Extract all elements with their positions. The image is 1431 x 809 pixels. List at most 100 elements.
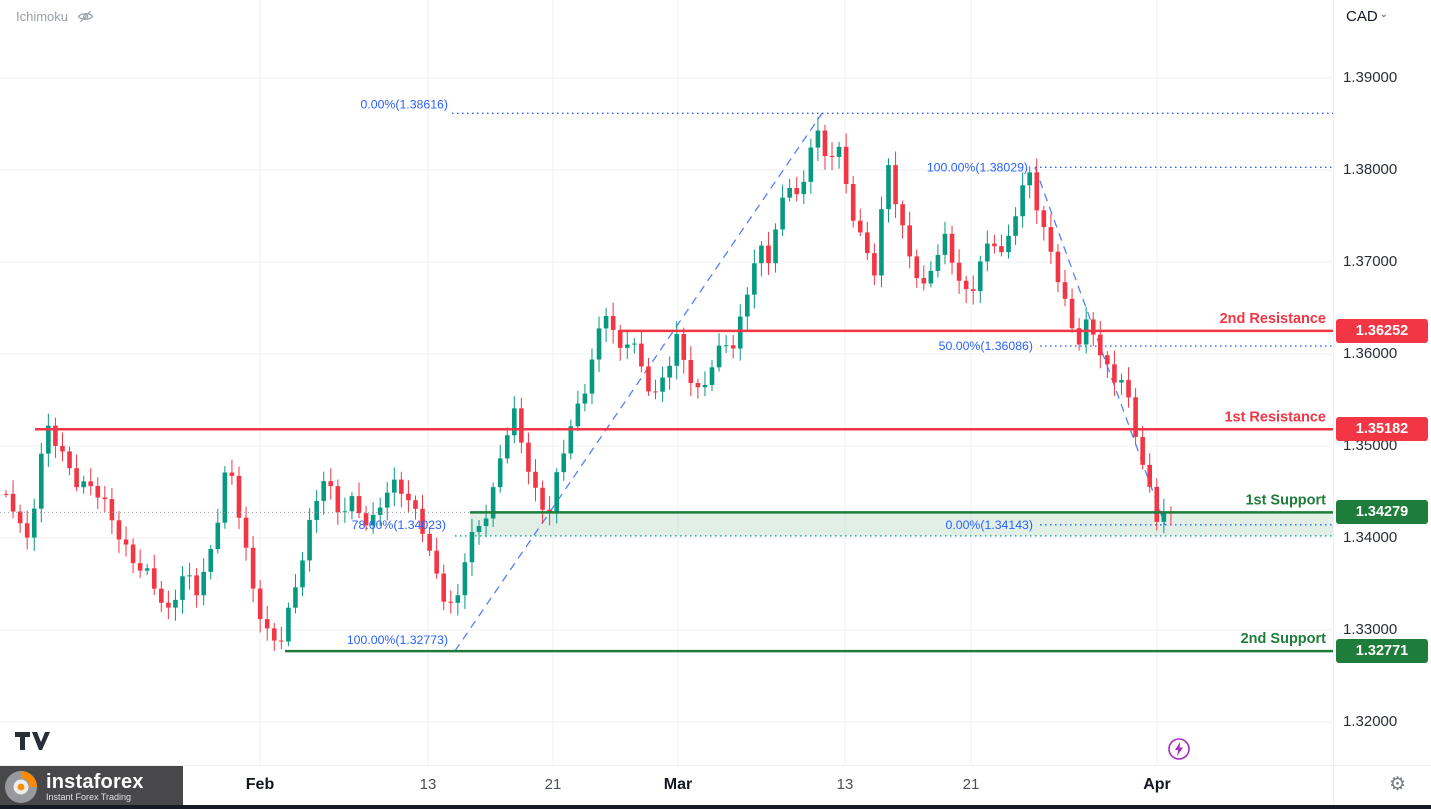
candle	[151, 568, 157, 589]
candle	[921, 278, 927, 284]
time-label[interactable]: Apr	[1143, 776, 1171, 793]
candle	[1062, 282, 1068, 299]
candle	[497, 458, 503, 488]
candle	[123, 539, 129, 545]
candle	[914, 256, 920, 279]
candle	[1027, 172, 1032, 186]
candle	[547, 509, 552, 513]
candle	[377, 507, 383, 515]
price-tick[interactable]: 1.34000	[1343, 529, 1398, 546]
fib-label[interactable]: 0.00%(1.38616)	[360, 97, 448, 111]
candle	[857, 220, 863, 233]
price-badge-1st-support: 1.34279	[1336, 500, 1428, 525]
price-badge-2nd-support: 1.32771	[1336, 639, 1428, 664]
indicator-name[interactable]: Ichimoku	[16, 9, 69, 24]
candle	[632, 343, 637, 345]
candle	[17, 511, 23, 524]
price-tick[interactable]: 1.37000	[1343, 253, 1398, 270]
candle	[490, 487, 496, 519]
candle	[257, 588, 263, 620]
candle	[406, 493, 411, 501]
candle	[709, 367, 715, 385]
candle	[822, 130, 828, 157]
time-label[interactable]: Mar	[663, 776, 693, 793]
candle	[420, 508, 425, 534]
fib-label[interactable]: 78.60%(1.34023)	[352, 518, 446, 532]
chart-canvas[interactable]: 2nd Resistance 1st Resistance 1st Support 2…	[0, 0, 1333, 765]
symbol-selector[interactable]: CAD ⌄	[1346, 8, 1388, 25]
support-zone[interactable]	[470, 512, 1333, 536]
price-tick[interactable]: 1.33000	[1343, 621, 1398, 638]
candle	[949, 233, 955, 263]
time-label[interactable]: Feb	[245, 776, 275, 793]
indicator-legend[interactable]: Ichimoku	[16, 9, 94, 24]
candle	[653, 391, 658, 393]
candle	[575, 403, 581, 427]
candle	[67, 451, 72, 469]
candle	[610, 316, 616, 330]
candle	[688, 359, 694, 384]
candle	[1090, 319, 1096, 335]
time-label[interactable]: 21	[544, 776, 562, 793]
candle	[999, 246, 1004, 253]
price-tick[interactable]: 1.39000	[1343, 69, 1398, 86]
candle	[208, 549, 214, 572]
candle	[540, 487, 545, 510]
fib-label[interactable]: 100.00%(1.38029)	[927, 160, 1028, 174]
candle	[392, 479, 397, 493]
candle	[1006, 235, 1011, 253]
fib-label[interactable]: 50.00%(1.36086)	[939, 339, 1033, 353]
price-badge-2nd-resistance: 1.36252	[1336, 318, 1428, 343]
candle	[349, 496, 355, 512]
level-label-1st-support[interactable]: 1st Support	[1245, 492, 1326, 508]
eye-off-icon[interactable]	[77, 9, 94, 24]
time-label[interactable]: 13	[419, 776, 437, 793]
candle	[314, 500, 319, 520]
level-label-1st-resistance[interactable]: 1st Resistance	[1224, 409, 1326, 425]
candle	[116, 520, 122, 540]
candle	[843, 146, 849, 184]
lightning-icon[interactable]	[1167, 737, 1191, 761]
price-tick[interactable]: 1.32000	[1343, 713, 1398, 730]
candle	[109, 499, 115, 521]
time-label[interactable]: 13	[836, 776, 854, 793]
candle	[462, 562, 468, 596]
price-axis[interactable]: CAD ⌄ 1.39000 1.38000 1.37000 1.36000 1.3500…	[1333, 0, 1431, 765]
candle	[102, 497, 108, 500]
candle	[766, 245, 771, 264]
price-tick[interactable]: 1.38000	[1343, 161, 1398, 178]
fib-label[interactable]: 0.00%(1.34143)	[945, 518, 1033, 532]
fib-trend-line[interactable]	[454, 112, 823, 652]
candle	[829, 156, 835, 158]
level-label-2nd-resistance[interactable]: 2nd Resistance	[1220, 311, 1326, 327]
fib-trend-line[interactable]	[1034, 167, 1166, 526]
candle	[31, 508, 37, 538]
price-chart[interactable]: 2nd Resistance 1st Resistance 1st Support 2…	[0, 0, 1333, 765]
candle	[187, 575, 192, 577]
candle	[617, 329, 623, 348]
candle	[963, 280, 969, 290]
instaforex-name: instaforex	[46, 771, 144, 793]
candle	[674, 334, 679, 366]
gear-icon[interactable]: ⚙	[1388, 774, 1406, 795]
candle	[716, 345, 722, 368]
candle	[935, 254, 941, 271]
candle	[300, 560, 305, 588]
candle	[561, 453, 567, 473]
price-tick[interactable]: 1.35000	[1343, 437, 1398, 454]
level-label-2nd-support[interactable]: 2nd Support	[1241, 631, 1327, 647]
candle	[660, 377, 665, 392]
candle	[370, 514, 376, 526]
fib-label[interactable]: 100.00%(1.32773)	[347, 633, 448, 647]
candle	[81, 481, 86, 488]
candle	[787, 188, 792, 198]
price-tick[interactable]: 1.36000	[1343, 345, 1398, 362]
time-label[interactable]: 21	[962, 776, 980, 793]
candle	[1034, 172, 1040, 211]
candle	[384, 492, 390, 508]
time-axis[interactable]: Feb 13 21 Mar 13 21 Apr	[0, 765, 1333, 806]
tradingview-logo[interactable]	[15, 731, 51, 755]
candle	[250, 547, 256, 589]
instaforex-watermark: instaforex Instant Forex Trading	[0, 766, 183, 808]
candle	[667, 365, 672, 378]
